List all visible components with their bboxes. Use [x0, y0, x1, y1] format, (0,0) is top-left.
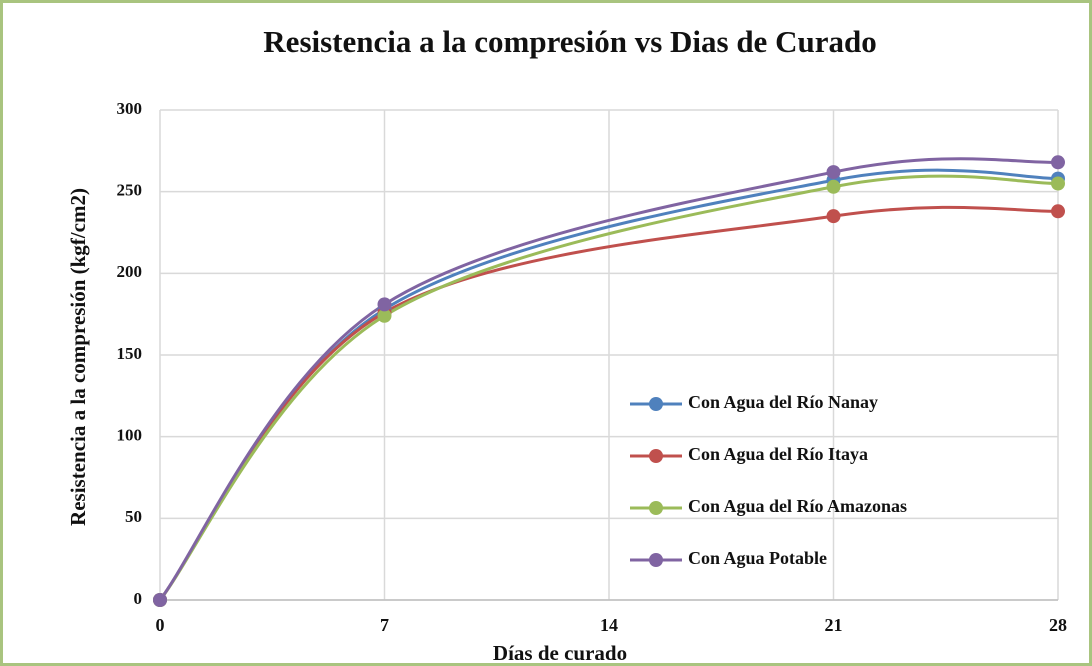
data-point [1051, 176, 1065, 191]
chart-title: Resistencia a la compresión vs Dias de C… [263, 24, 876, 59]
series-line [158, 157, 1059, 601]
x-tick-label: 7 [380, 615, 389, 635]
x-tick-label: 28 [1049, 615, 1067, 635]
y-axis-title: Resistencia a la compresión (kgf/cm2) [66, 188, 90, 526]
legend-label: Con Agua del Río Itaya [688, 444, 868, 464]
x-axis-title: Días de curado [493, 641, 627, 665]
legend-label: Con Agua del Río Nanay [688, 392, 878, 412]
data-point [153, 593, 167, 607]
y-tick-label: 300 [117, 99, 143, 118]
data-point [826, 165, 841, 180]
data-point [377, 308, 392, 323]
x-tick-label: 14 [600, 615, 618, 635]
legend: Con Agua del Río Nanay Con Agua del Río I… [630, 392, 907, 568]
data-point [826, 179, 841, 194]
x-tick-label: 21 [825, 615, 843, 635]
series-line [158, 174, 1059, 601]
y-tick-label: 150 [117, 344, 143, 363]
x-tick-label: 0 [156, 615, 165, 635]
plot [153, 155, 1065, 607]
y-tick-label: 200 [117, 262, 143, 281]
legend-marker [649, 397, 663, 411]
y-tick-label: 100 [117, 426, 143, 445]
data-point [1051, 204, 1065, 219]
legend-marker [649, 553, 663, 567]
legend-label: Con Agua del Río Amazonas [688, 496, 907, 516]
y-tick-label: 0 [134, 589, 143, 608]
data-point [1051, 155, 1065, 170]
legend-label: Con Agua Potable [688, 548, 827, 568]
y-tick-label: 250 [117, 181, 143, 200]
legend-marker [649, 501, 663, 515]
data-point [826, 209, 841, 224]
y-tick-label: 50 [125, 507, 142, 526]
data-point [377, 297, 392, 312]
legend-marker [649, 449, 663, 463]
